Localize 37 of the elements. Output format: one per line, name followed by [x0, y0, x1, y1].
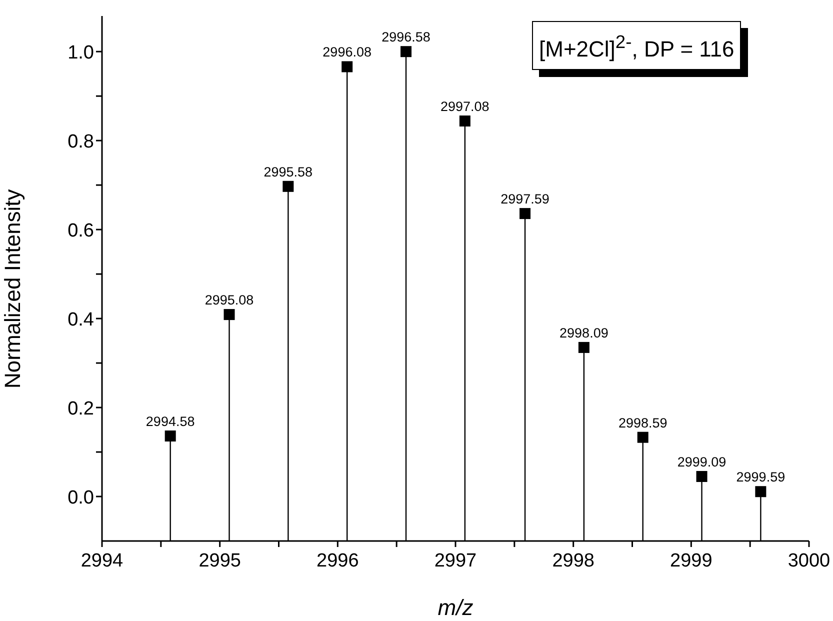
point [696, 470, 708, 482]
y-tick-label: 0.6 [68, 220, 94, 242]
point [459, 116, 470, 126]
y-tick-label: 0.8 [68, 131, 94, 152]
annotation: 2997.59 [500, 192, 550, 207]
x-tick-label: 2995 [198, 550, 241, 572]
x-axis-title: m/z [438, 595, 474, 620]
y-tick-label: 0.4 [68, 309, 94, 330]
annotation: 2995.08 [204, 292, 254, 308]
point [342, 61, 353, 72]
x-tick-label: 2999 [670, 550, 712, 572]
point [164, 430, 176, 442]
annotation: 2995.58 [264, 164, 313, 180]
annotation: 2998.59 [618, 415, 668, 430]
point [520, 208, 531, 220]
annotation: 2999.59 [736, 470, 786, 485]
x-tick-label: 2998 [552, 550, 594, 572]
annotation: 2996.08 [322, 44, 372, 60]
y-axis-title: Normalized Intensity [0, 189, 25, 388]
point [578, 342, 590, 353]
annotation: 2998.09 [560, 325, 608, 340]
point [282, 180, 294, 192]
annotation: 2994.58 [146, 414, 195, 429]
y-tick-label: 0.2 [68, 398, 94, 420]
point [400, 46, 412, 58]
y-tick-label: 1.0 [68, 42, 94, 64]
point [224, 309, 235, 320]
x-tick-label: 2994 [80, 550, 124, 572]
point [755, 486, 766, 498]
point [637, 432, 648, 443]
x-tick-label: 2997 [434, 550, 477, 572]
y-tick-label: 0.0 [68, 487, 94, 508]
annotation: 2996.58 [382, 30, 430, 45]
x-tick-label: 2996 [316, 550, 359, 572]
x-tick-label: 3000 [788, 550, 830, 572]
annotation: 2997.08 [440, 99, 490, 114]
annotation: 2999.09 [677, 454, 726, 470]
